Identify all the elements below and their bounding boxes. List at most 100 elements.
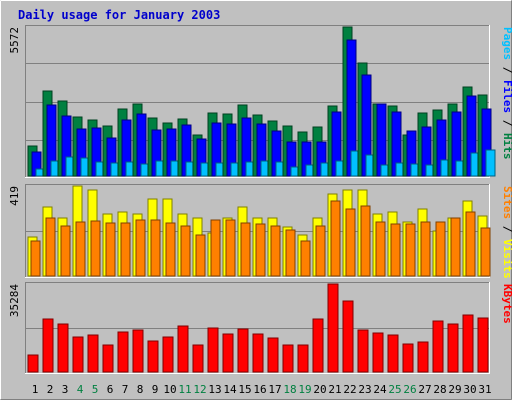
kbytes-bar-kbytes-day-21 [327,283,339,373]
visits-bar-sites-day-13 [210,219,221,277]
x-tick-label-day-9: 9 [152,383,159,396]
visits-bar-sites-day-30 [465,211,476,277]
visits-bar-sites-day-9 [150,219,161,277]
visits-bar-sites-day-6 [105,222,116,277]
kbytes-bar-kbytes-day-12 [192,344,204,373]
visits-bar-sites-day-7 [120,222,131,277]
x-tick-label-day-7: 7 [122,383,129,396]
kbytes-bar-kbytes-day-9 [147,340,159,373]
visits-legend-part-0: Sites [501,186,512,219]
visits-bar-sites-day-5 [90,220,101,277]
visits-bar-sites-day-23 [360,205,371,277]
kbytes-bar-kbytes-day-22 [342,300,354,373]
visits-bar-sites-day-17 [270,225,281,277]
kbytes-bar-kbytes-day-14 [222,333,234,373]
x-tick-label-day-18: 18 [283,383,296,396]
x-tick-label-day-29: 29 [448,383,461,396]
x-tick-label-day-3: 3 [62,383,69,396]
requests-legend-part-4: Hits [501,133,512,160]
visits-bar-sites-day-20 [315,225,326,277]
visits-bar-sites-day-4 [75,221,86,277]
kbytes-bar-kbytes-day-5 [87,334,99,373]
visits-legend-part-2: Visits [501,239,512,279]
kbytes-bar-kbytes-day-1 [27,354,39,373]
visits-bar-sites-day-19 [300,240,311,277]
visits-bar-sites-day-1 [30,240,41,277]
requests-legend-part-3: / [501,113,512,133]
kbytes-bar-kbytes-day-25 [387,334,399,373]
x-tick-label-day-19: 19 [298,383,311,396]
x-tick-label-day-15: 15 [238,383,251,396]
kbytes-bar-kbytes-day-19 [297,344,309,373]
x-tick-label-day-16: 16 [253,383,266,396]
visits-bar-sites-day-2 [45,217,56,277]
x-tick-label-day-21: 21 [328,383,341,396]
visits-bar-sites-day-12 [195,234,206,277]
x-tick-label-day-23: 23 [358,383,371,396]
kbytes-bar-kbytes-day-23 [357,329,369,373]
kbytes-series-legend: KBytes [501,284,512,324]
visits-bar-sites-day-29 [450,217,461,277]
kbytes-bar-kbytes-day-2 [42,318,54,373]
requests-legend-part-0: Pages [501,27,512,60]
kbytes-bar-kbytes-day-7 [117,331,129,373]
kbytes-bar-kbytes-day-15 [237,328,249,373]
kbytes-bar-kbytes-day-18 [282,344,294,373]
visits-bar-sites-day-26 [405,223,416,277]
x-tick-label-day-20: 20 [313,383,326,396]
x-tick-label-day-8: 8 [137,383,144,396]
visits-bar-sites-day-27 [420,221,431,277]
x-tick-label-day-2: 2 [47,383,54,396]
x-tick-label-day-5: 5 [92,383,99,396]
visits-bar-sites-day-3 [60,225,71,277]
visits-bar-sites-day-24 [375,221,386,277]
visits-bar-sites-day-18 [285,229,296,277]
visits-bar-sites-day-11 [180,225,191,277]
kbytes-bar-kbytes-day-28 [432,320,444,373]
kbytes-bar-kbytes-day-3 [57,323,69,373]
kbytes-bar-kbytes-day-10 [162,336,174,373]
x-tick-label-day-12: 12 [193,383,206,396]
requests-ymax-label: 5572 [8,27,21,54]
x-tick-label-day-31: 31 [478,383,491,396]
requests-legend-part-2: Files [501,80,512,113]
x-tick-label-day-28: 28 [433,383,446,396]
x-tick-label-day-4: 4 [77,383,84,396]
visits-bar-sites-day-22 [345,208,356,277]
requests-bar-pages-day-31 [485,149,496,177]
kbytes-bar-kbytes-day-8 [132,329,144,373]
kbytes-bar-kbytes-day-26 [402,343,414,373]
chart-title: Daily usage for January 2003 [18,8,220,22]
x-tick-label-day-30: 30 [463,383,476,396]
x-tick-label-day-24: 24 [373,383,387,396]
x-tick-label-day-27: 27 [418,383,431,396]
visits-bar-sites-day-16 [255,223,266,277]
visits-bar-sites-day-28 [435,221,446,277]
kbytes-bar-kbytes-day-6 [102,344,114,373]
x-tick-label-day-10: 10 [163,383,176,396]
requests-series-legend: Pages / Files / Hits [501,27,512,160]
x-tick-label-day-22: 22 [343,383,356,396]
kbytes-bar-kbytes-day-27 [417,341,429,373]
kbytes-bar-kbytes-day-4 [72,336,84,373]
visits-bar-sites-day-10 [165,222,176,277]
requests-legend-part-1: / [501,60,512,80]
kbytes-bar-kbytes-day-24 [372,332,384,373]
visits-bar-sites-day-31 [480,227,491,277]
x-tick-label-day-25: 25 [388,383,401,396]
x-tick-label-day-1: 1 [32,383,39,396]
x-tick-label-day-14: 14 [223,383,237,396]
visits-ymax-label: 419 [8,186,21,206]
kbytes-bar-kbytes-day-16 [252,333,264,373]
visits-bar-sites-day-14 [225,219,236,277]
x-tick-label-day-11: 11 [178,383,191,396]
visits-series-legend: Sites / Visits [501,186,512,279]
kbytes-bar-kbytes-day-11 [177,325,189,373]
visits-bar-sites-day-8 [135,219,146,277]
kbytes-bar-kbytes-day-13 [207,327,219,373]
kbytes-bar-kbytes-day-20 [312,318,324,373]
x-tick-label-day-6: 6 [107,383,114,396]
x-tick-label-day-17: 17 [268,383,281,396]
